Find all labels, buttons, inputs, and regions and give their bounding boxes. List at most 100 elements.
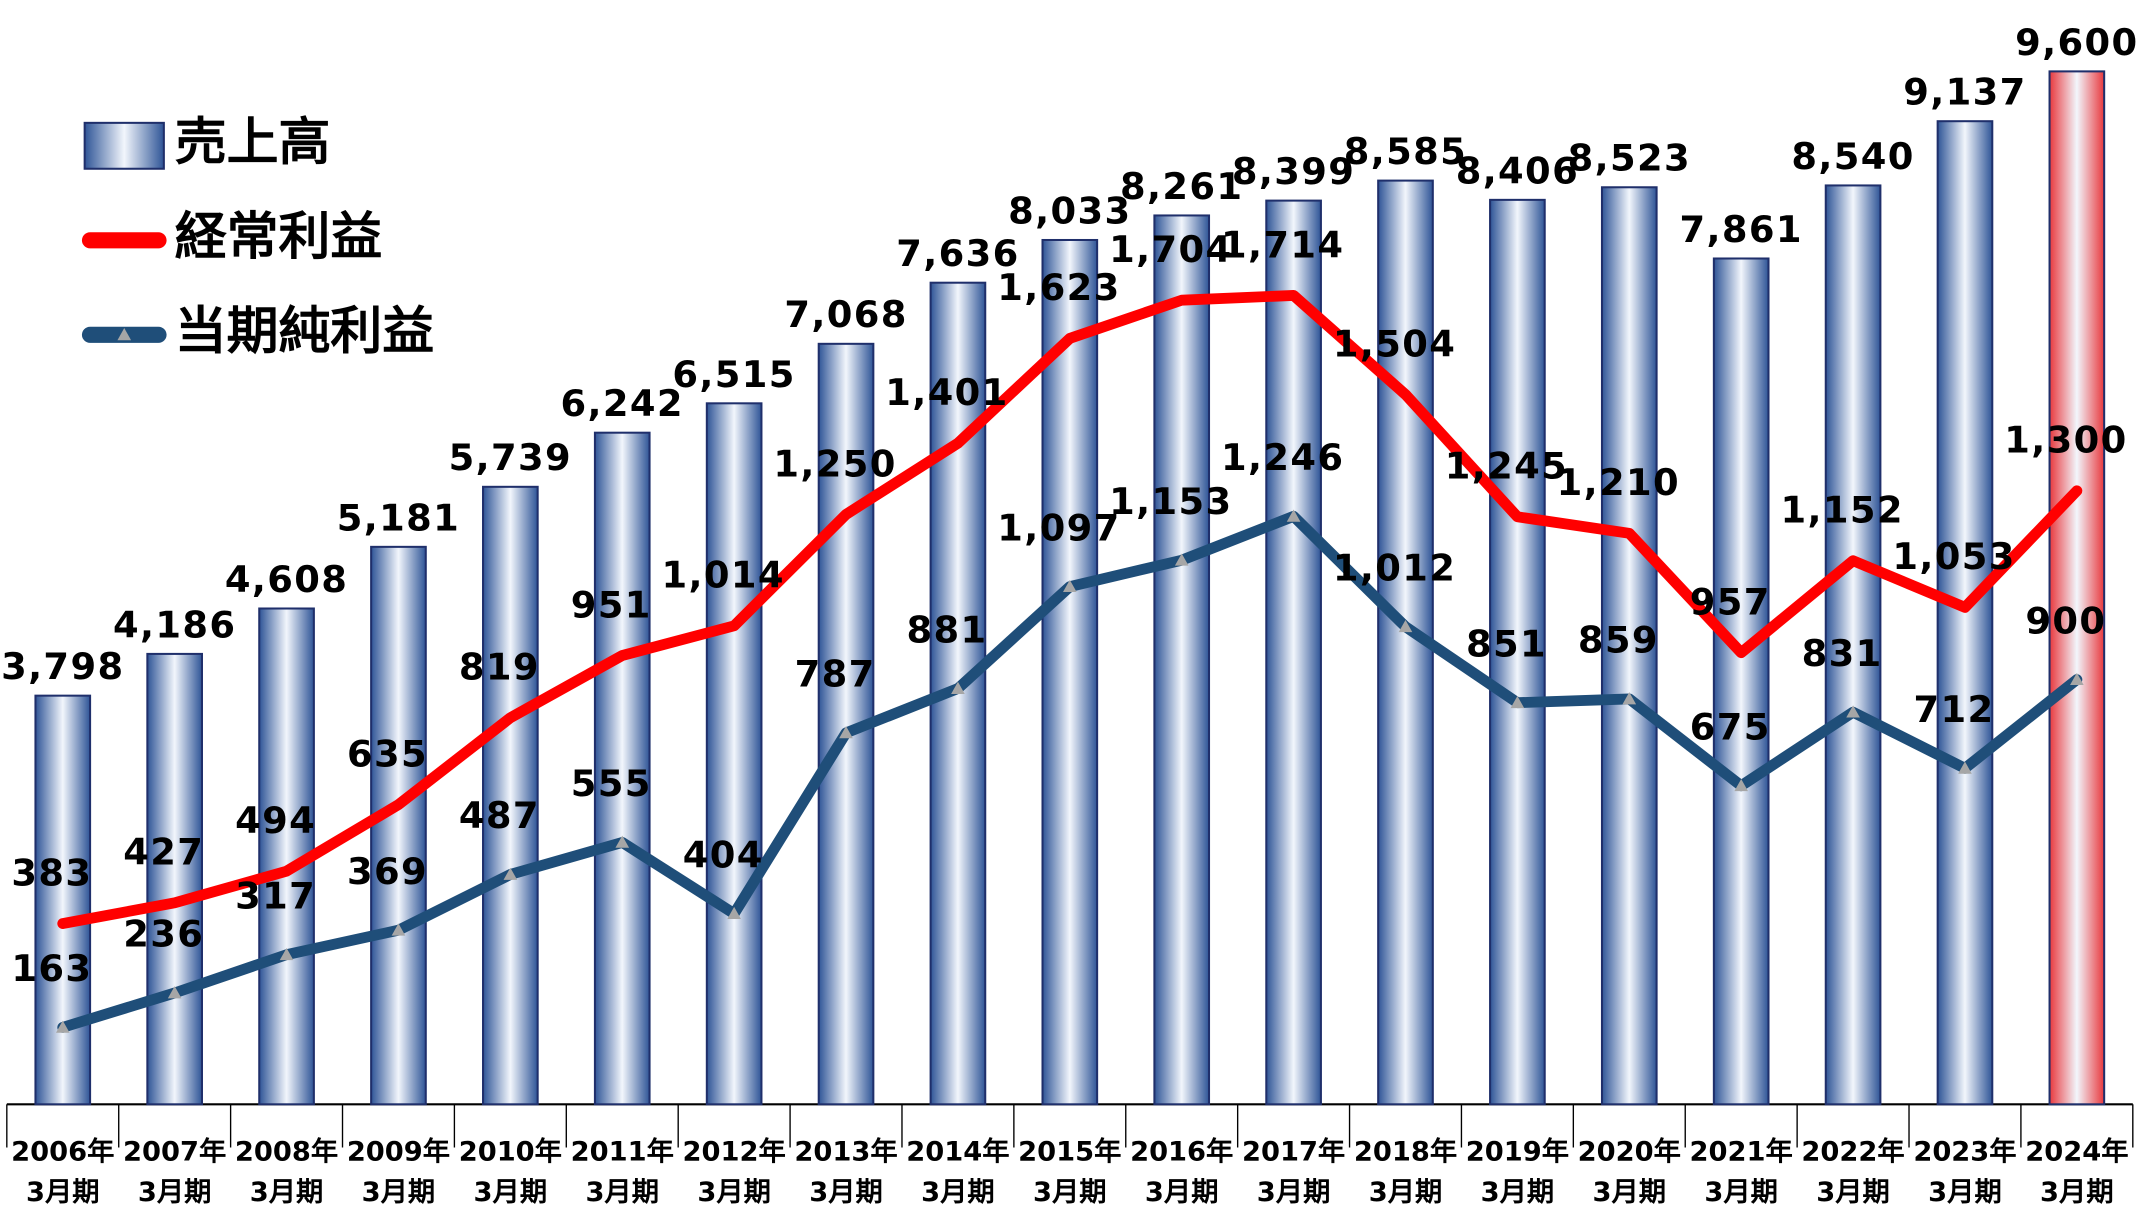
line (57, 290, 2083, 929)
x-tick-label: 2019年 (1466, 1135, 1569, 1167)
line-marker (1286, 509, 1301, 522)
bar-value-label: 6,242 (561, 382, 684, 425)
bar (146, 652, 204, 1106)
bar-value-label: 4,186 (113, 604, 236, 647)
bar-value-label: 6,515 (672, 353, 795, 396)
x-tick-label: 2016年 (1130, 1135, 1233, 1167)
bar-value-label: 5,181 (337, 496, 460, 539)
bar (1824, 184, 1882, 1106)
bar-value-label: 8,540 (1791, 135, 1914, 178)
line-value-label: 1,245 (1445, 445, 1568, 488)
line-marker (615, 835, 630, 848)
bar (593, 431, 651, 1106)
line-value-label: 1,504 (1333, 323, 1456, 366)
bar-value-label: 8,406 (1456, 149, 1579, 192)
bar (34, 694, 92, 1106)
x-tick-label: 3月期 (1033, 1177, 1107, 1208)
x-tick-label: 2022年 (1801, 1135, 1904, 1167)
bar-value-label: 7,636 (896, 232, 1019, 275)
x-tick-label: 2011年 (571, 1135, 674, 1167)
line-marker (951, 681, 965, 694)
x-tick-label: 2024年 (2025, 1135, 2128, 1167)
x-tick-label: 3月期 (809, 1177, 883, 1208)
bar-value-label: 5,739 (449, 436, 572, 479)
line-value-label: 881 (906, 608, 987, 651)
x-tick-label: 3月期 (697, 1177, 771, 1208)
line-value-label: 1,097 (997, 507, 1120, 550)
x-tick-label: 2007年 (123, 1135, 226, 1167)
line-value-label: 1,053 (1892, 535, 2015, 578)
line-marker (1846, 705, 1860, 718)
legend-label: 当期純利益 (175, 302, 434, 362)
bar-value-label: 7,861 (1679, 208, 1802, 251)
bar (1600, 186, 1658, 1106)
line-marker (839, 726, 853, 739)
x-tick-label: 3月期 (474, 1177, 548, 1208)
line-marker (1622, 692, 1637, 705)
line-value-label: 383 (11, 852, 92, 895)
x-tick-label: 2014年 (906, 1135, 1009, 1167)
line-value-label: 163 (11, 947, 92, 990)
x-tick-label: 3月期 (1369, 1177, 1443, 1208)
line-value-label: 712 (1914, 688, 1995, 731)
bar-value-label: 8,523 (1568, 137, 1691, 180)
bar (1489, 198, 1546, 1106)
bar (705, 402, 763, 1106)
bar-value-label: 3,798 (1, 645, 124, 688)
bar (370, 545, 427, 1106)
line-value-label: 427 (123, 831, 204, 874)
x-tick-label: 2009年 (347, 1135, 450, 1167)
x-tick-label: 2013年 (794, 1135, 897, 1167)
line-value-label: 951 (571, 584, 652, 627)
line-value-label: 404 (683, 834, 764, 877)
x-tick-label: 3月期 (585, 1177, 659, 1208)
bar (482, 485, 539, 1106)
bar-value-label: 4,608 (225, 558, 348, 601)
x-tick-label: 2006年 (11, 1135, 114, 1167)
line-marker (1510, 695, 1525, 709)
line-marker (503, 867, 518, 880)
x-tick-label: 3月期 (1592, 1177, 1666, 1208)
x-tick-label: 3月期 (26, 1177, 100, 1208)
x-tick-label: 2017年 (1242, 1135, 1345, 1167)
line-value-label: 494 (235, 799, 316, 842)
x-tick-label: 3月期 (138, 1177, 212, 1208)
line-value-label: 236 (123, 913, 204, 956)
line-value-label: 1,704 (1109, 228, 1232, 271)
bar-value-label: 9,600 (2015, 21, 2138, 64)
line-value-label: 1,714 (1221, 223, 1344, 266)
line-value-label: 1,152 (1780, 489, 1903, 532)
x-tick-label: 2015年 (1018, 1135, 1121, 1167)
x-tick-label: 3月期 (1816, 1177, 1890, 1208)
line-value-label: 831 (1802, 632, 1883, 675)
x-tick-label: 3月期 (2040, 1177, 2114, 1208)
legend-swatch (83, 121, 165, 170)
bar (1153, 214, 1211, 1106)
line-value-label: 1,623 (997, 266, 1120, 309)
bar-value-label: 8,033 (1008, 190, 1131, 233)
bar (2048, 70, 2106, 1106)
x-tick-label: 3月期 (1257, 1177, 1331, 1208)
line-value-label: 957 (1690, 581, 1771, 624)
bar (1265, 199, 1322, 1106)
line-marker (55, 1020, 70, 1033)
x-tick-label: 3月期 (1145, 1177, 1219, 1208)
line-value-label: 1,246 (1221, 436, 1344, 479)
line-value-label: 1,014 (662, 554, 785, 597)
line-value-label: 1,210 (1557, 461, 1680, 504)
x-tick-label: 2010年 (459, 1135, 562, 1167)
x-tick-label: 3月期 (1481, 1177, 1555, 1208)
line-value-label: 675 (1690, 706, 1771, 749)
line-value-label: 1,300 (2004, 419, 2127, 462)
x-tick-label: 2020年 (1578, 1135, 1681, 1167)
line-marker (727, 906, 741, 920)
line-value-label: 859 (1578, 619, 1659, 662)
line-marker (1174, 553, 1189, 566)
line-value-label: 1,250 (773, 442, 896, 485)
x-tick-label: 3月期 (1704, 1177, 1778, 1208)
line-value-label: 900 (2025, 600, 2106, 643)
x-tick-label: 2023年 (1913, 1135, 2016, 1167)
line-marker (391, 923, 406, 936)
